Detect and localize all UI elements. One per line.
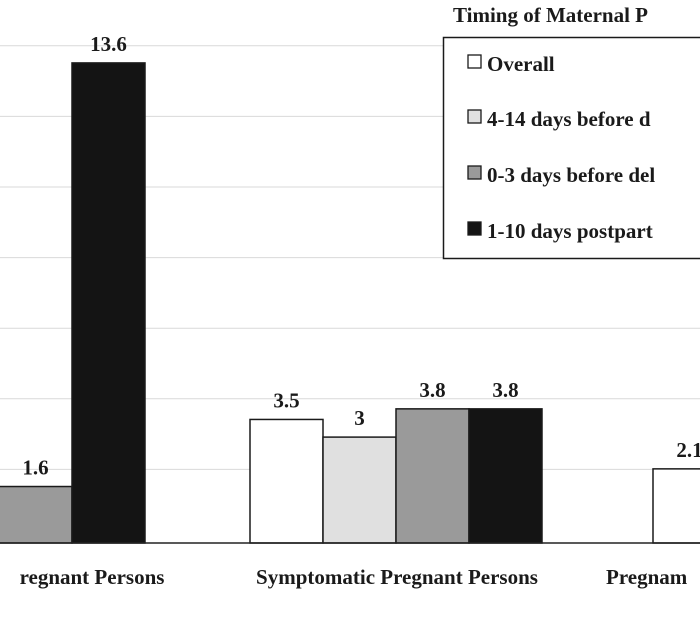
- legend-swatch: [467, 54, 482, 69]
- legend-title: Timing of Maternal P: [453, 3, 648, 27]
- legend-entry: 0-3 days before del: [487, 163, 655, 187]
- bar-3-0: [71, 62, 146, 544]
- category-labels: regnant Persons Symptomatic Pregnant Pers…: [20, 565, 688, 589]
- bars: [0, 62, 700, 544]
- bar-2-1: [395, 408, 470, 544]
- value-labels: 1.6 13.6 3.5 3 3.8 3.8 2.1: [22, 32, 700, 480]
- legend-swatch: [467, 165, 482, 180]
- bar-1-1: [322, 436, 397, 544]
- bar-0-1: [249, 418, 324, 544]
- bar-2-0: [0, 485, 73, 544]
- legend-entry: Overall: [487, 52, 555, 76]
- legend: Overall 4-14 days before d 0-3 days before…: [442, 36, 700, 260]
- value-label: 1.6: [22, 456, 48, 480]
- value-label: 3: [354, 406, 365, 430]
- legend-box: [442, 36, 700, 260]
- legend-entry: 1-10 days postpart: [487, 219, 653, 243]
- bar-0-2: [652, 468, 700, 544]
- value-label: 3.8: [419, 378, 445, 402]
- value-label: 3.8: [492, 378, 518, 402]
- category-label: Pregnam: [606, 565, 688, 589]
- category-label: regnant Persons: [20, 565, 165, 589]
- value-label: 2.1: [676, 438, 700, 462]
- legend-entry: 4-14 days before d: [487, 107, 651, 131]
- value-label: 13.6: [90, 32, 127, 56]
- category-label: Symptomatic Pregnant Persons: [256, 565, 538, 589]
- legend-swatch: [467, 221, 482, 236]
- value-label: 3.5: [273, 388, 299, 412]
- legend-swatch: [467, 109, 482, 124]
- bar-3-1: [468, 408, 543, 544]
